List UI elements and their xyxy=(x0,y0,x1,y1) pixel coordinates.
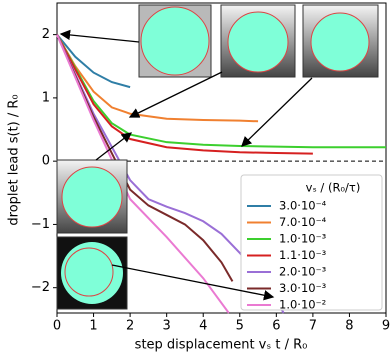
legend-label: 7.0·10⁻⁴ xyxy=(279,215,327,229)
legend-label: 1.0·10⁻³ xyxy=(279,232,327,246)
x-axis-label: step displacement vₛ t / R₀ xyxy=(135,338,308,353)
legend-label: 1.0·10⁻² xyxy=(279,298,326,312)
legend-label: 1.1·10⁻³ xyxy=(279,248,327,262)
x-tick-label: 4 xyxy=(199,319,207,334)
y-tick-label: 2 xyxy=(42,27,50,42)
x-tick-label: 7 xyxy=(309,319,317,334)
x-tick-label: 3 xyxy=(163,319,171,334)
series-line xyxy=(56,34,313,155)
x-tick-label: 6 xyxy=(272,319,280,334)
legend-label: 3.0·10⁻³ xyxy=(279,281,327,295)
x-tick-label: 8 xyxy=(345,319,353,334)
legend: vₛ / (R₀/τ) 3.0·10⁻⁴ 7.0·10⁻⁴ 1.0·10⁻³ 1.1·1… xyxy=(240,174,383,312)
series-line xyxy=(56,34,234,282)
legend-label: 2.0·10⁻³ xyxy=(279,265,327,279)
x-tick-label: 9 xyxy=(382,319,390,334)
legend-label: 3.0·10⁻⁴ xyxy=(279,199,327,213)
y-axis-label: droplet lead s(t) / R₀ xyxy=(7,94,22,225)
x-tick-label: 1 xyxy=(89,319,97,334)
insets xyxy=(56,4,379,310)
x-tick-label: 0 xyxy=(53,319,61,334)
y-tick-label: −2 xyxy=(31,280,50,295)
x-tick-label: 2 xyxy=(126,319,134,334)
y-tick-label: −1 xyxy=(31,217,50,232)
series-line xyxy=(56,33,131,89)
y-tick-label: 0 xyxy=(42,154,50,169)
x-tick-label: 5 xyxy=(236,319,244,334)
legend-box xyxy=(240,174,383,311)
series-line xyxy=(56,34,386,149)
legend-title: vₛ / (R₀/τ) xyxy=(306,181,361,195)
y-tick-label: 1 xyxy=(42,90,50,105)
